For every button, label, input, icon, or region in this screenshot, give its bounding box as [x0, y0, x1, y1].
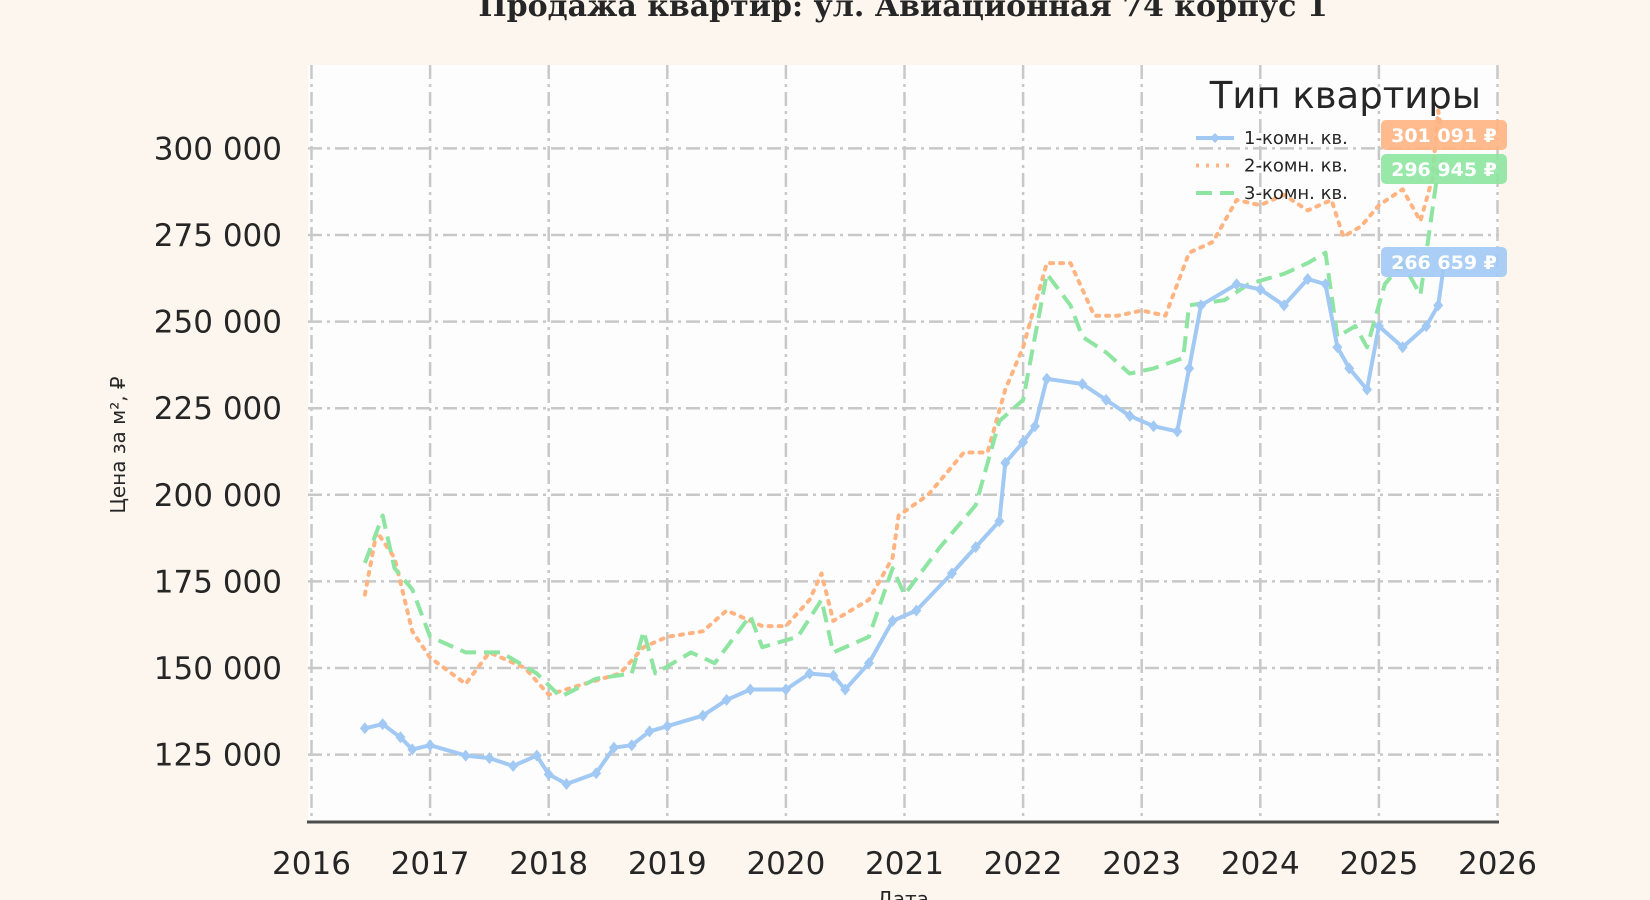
legend-entry-3: 3-комн. кв. — [1244, 183, 1348, 204]
data-point-marker — [1077, 377, 1088, 390]
data-point-marker — [543, 768, 554, 781]
data-point-marker — [662, 720, 673, 733]
data-point-marker — [1373, 320, 1384, 333]
data-point-marker — [946, 567, 957, 580]
legend-entry-2: 2-комн. кв. — [1244, 156, 1348, 177]
x-tick-label: 2023 — [1102, 846, 1181, 882]
data-point-marker — [1302, 272, 1313, 285]
y-axis-label: Цена за м², ₽ — [106, 376, 130, 514]
data-point-marker — [828, 669, 839, 682]
data-point-marker — [911, 604, 922, 617]
data-point-marker — [1421, 320, 1432, 333]
legend-title: Тип квартиры — [1209, 74, 1481, 117]
data-point-marker — [1397, 341, 1408, 354]
legend-diamond-icon — [1210, 133, 1220, 143]
data-point-marker — [1320, 278, 1331, 291]
data-point-marker — [359, 722, 370, 735]
data-point-marker — [721, 693, 732, 706]
y-tick-label: 125 000 — [154, 738, 282, 774]
y-tick-label: 275 000 — [154, 218, 282, 254]
data-point-marker — [745, 683, 756, 696]
end-label-box-2 — [1381, 120, 1507, 150]
y-tick-label: 225 000 — [154, 391, 282, 427]
x-tick-label: 2017 — [391, 846, 470, 882]
y-tick-label: 150 000 — [154, 651, 282, 687]
data-point-marker — [1101, 393, 1112, 406]
data-point-marker — [395, 731, 406, 744]
x-axis: 2016 2017 2018 2019 2020 2021 2022 2023 2024 2025… — [272, 846, 1537, 882]
data-point-marker — [561, 778, 572, 791]
data-point-marker — [1362, 383, 1373, 396]
data-point-marker — [697, 709, 708, 722]
legend-entry-1: 1-комн. кв. — [1244, 128, 1348, 149]
data-point-marker — [591, 767, 602, 780]
data-point-marker — [1018, 436, 1029, 449]
data-point-marker — [1332, 341, 1343, 354]
data-point-marker — [1279, 299, 1290, 312]
end-label-3: 296 945 ₽ — [1391, 159, 1497, 181]
data-point-marker — [1231, 278, 1242, 291]
data-point-marker — [460, 749, 471, 762]
data-point-marker — [1344, 362, 1355, 375]
x-tick-label: 2020 — [746, 846, 825, 882]
y-axis: 125 000 150 000 175 000 200 000 225 000 250 0… — [154, 131, 282, 773]
data-point-marker — [1000, 456, 1011, 469]
data-point-marker — [1172, 425, 1183, 438]
x-tick-label: 2021 — [865, 846, 944, 882]
x-axis-label: Дата — [877, 887, 929, 900]
end-label-2: 301 091 ₽ — [1391, 125, 1497, 147]
legend: Тип квартиры 1-комн. кв. 2-комн. кв. 3-ком… — [1196, 74, 1481, 204]
x-tick-label: 2024 — [1221, 846, 1300, 882]
data-point-marker — [840, 683, 851, 696]
data-point-marker — [1255, 283, 1266, 296]
data-point-marker — [1124, 409, 1135, 422]
data-point-marker — [804, 667, 815, 680]
data-point-marker — [531, 749, 542, 762]
series-line-3 — [363, 157, 1446, 699]
x-tick-label: 2019 — [628, 846, 707, 882]
data-point-marker — [1041, 372, 1052, 385]
data-point-marker — [644, 725, 655, 738]
end-label-box-1 — [1381, 247, 1507, 277]
data-point-marker — [407, 743, 418, 756]
end-label-box-3 — [1381, 154, 1507, 184]
y-tick-label: 300 000 — [154, 131, 282, 167]
data-point-marker — [780, 683, 791, 696]
data-point-marker — [887, 614, 898, 627]
series-group — [359, 108, 1450, 791]
chart-title: Продажа квартир: ул. Авиационная 74 корп… — [478, 0, 1327, 24]
end-labels: 301 091 ₽ 296 945 ₽ 266 659 ₽ — [1381, 120, 1507, 277]
data-point-marker — [994, 515, 1005, 528]
y-tick-label: 250 000 — [154, 305, 282, 341]
data-point-marker — [1029, 420, 1040, 433]
data-point-marker — [1196, 299, 1206, 312]
data-point-marker — [1184, 362, 1195, 375]
x-tick-label: 2016 — [272, 846, 351, 882]
y-tick-label: 200 000 — [154, 478, 282, 514]
x-tick-label: 2026 — [1458, 846, 1537, 882]
x-tick-label: 2022 — [984, 846, 1063, 882]
data-point-marker — [970, 541, 981, 554]
series-line-2 — [362, 108, 1447, 697]
data-point-marker — [377, 718, 388, 731]
data-point-marker — [484, 752, 495, 765]
data-point-marker — [863, 657, 874, 670]
x-tick-label: 2018 — [509, 846, 588, 882]
y-tick-label: 175 000 — [154, 564, 282, 600]
end-label-1: 266 659 ₽ — [1391, 252, 1497, 274]
data-point-marker — [1148, 420, 1159, 433]
data-point-marker — [425, 739, 436, 752]
data-point-marker — [608, 741, 619, 754]
x-tick-label: 2025 — [1339, 846, 1418, 882]
data-point-marker — [1433, 299, 1444, 312]
data-point-marker — [626, 739, 637, 752]
data-point-marker — [508, 760, 519, 773]
